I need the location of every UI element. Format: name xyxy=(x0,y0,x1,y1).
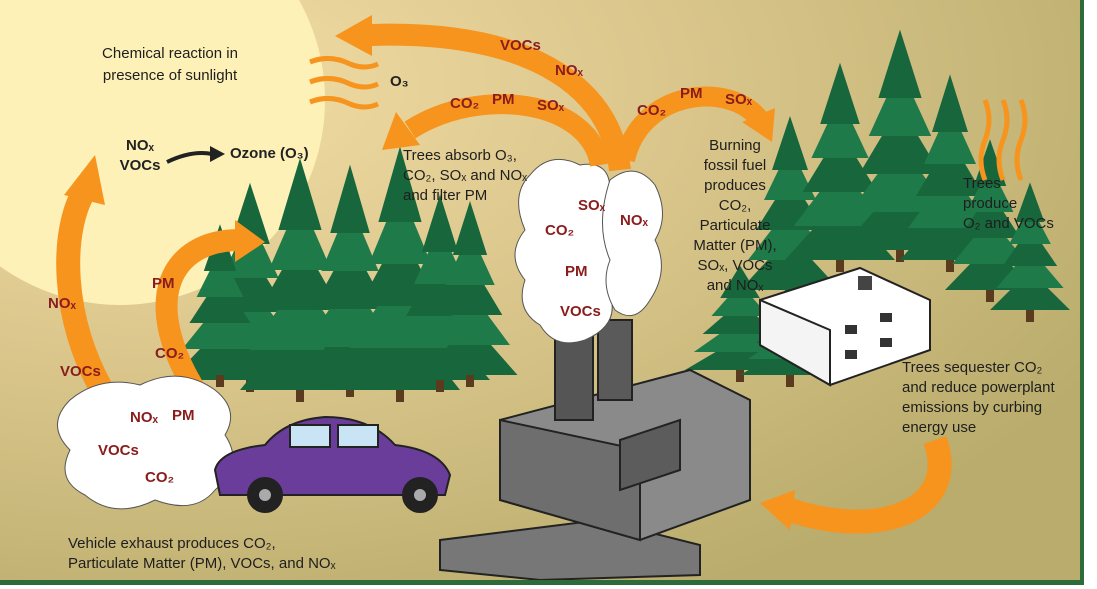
arrow-label: CO₂ xyxy=(450,95,479,112)
caption: emissions by curbing xyxy=(902,399,1042,416)
smoke-cloud xyxy=(603,171,663,316)
caption: and NOₓ xyxy=(707,277,764,294)
arrow-label: PM xyxy=(152,275,175,292)
caption: produce xyxy=(963,195,1017,212)
frame xyxy=(1080,0,1084,585)
caption: presence of sunlight xyxy=(103,67,238,84)
caption: energy use xyxy=(902,419,976,436)
reactant: NOₓ xyxy=(126,137,155,154)
arrow-label: SOₓ xyxy=(725,91,753,108)
caption: O₂ and VOCs xyxy=(963,215,1054,232)
ozone-label: O₃ xyxy=(390,73,409,90)
exhaust-label: VOCs xyxy=(98,442,139,459)
trunk xyxy=(216,373,224,387)
trunk xyxy=(786,373,794,387)
arrow-label: VOCs xyxy=(60,363,101,380)
smoke-label: VOCs xyxy=(560,303,601,320)
trunk xyxy=(296,388,304,402)
smoke-label: NOₓ xyxy=(620,212,649,229)
caption: CO₂, xyxy=(719,197,752,214)
arrow-label: CO₂ xyxy=(637,102,666,119)
smoke-label: SOₓ xyxy=(578,197,606,214)
exhaust-cloud xyxy=(58,376,234,509)
diagram: Chemical reaction in presence of sunligh… xyxy=(0,0,1097,589)
arrow-label: SOₓ xyxy=(537,97,565,114)
smoke-label: CO₂ xyxy=(545,222,574,239)
caption: Chemical reaction in xyxy=(102,45,238,62)
caption: Trees sequester CO₂ xyxy=(902,359,1042,376)
scene: Chemical reaction in presence of sunligh… xyxy=(0,0,1080,580)
caption: SOₓ, VOCs xyxy=(698,257,773,274)
caption: Vehicle exhaust produces CO₂, xyxy=(68,535,276,552)
caption: CO₂, SOₓ and NOₓ xyxy=(403,167,527,184)
product: Ozone (O₃) xyxy=(230,145,309,162)
caption: and filter PM xyxy=(403,187,487,204)
caption: Trees xyxy=(963,175,1001,192)
caption: Matter (PM), xyxy=(693,237,776,254)
arrow-label: NOₓ xyxy=(555,62,584,79)
reactant: VOCs xyxy=(120,157,161,174)
caption: and reduce powerplant xyxy=(902,379,1055,396)
arrow-label: PM xyxy=(492,91,515,108)
trunk xyxy=(466,373,474,387)
caption: Trees absorb O₃, xyxy=(403,147,517,164)
frame xyxy=(0,580,1084,585)
exhaust-label: CO₂ xyxy=(145,469,174,486)
smoke-label: PM xyxy=(565,263,588,280)
caption: Particulate xyxy=(700,217,771,234)
arrow-label: PM xyxy=(680,85,703,102)
trunk xyxy=(436,378,444,392)
caption: Particulate Matter (PM), VOCs, and NOₓ xyxy=(68,555,336,572)
exhaust-label: NOₓ xyxy=(130,409,159,426)
arrow-label: NOₓ xyxy=(48,295,77,312)
trunk xyxy=(836,258,844,272)
caption: fossil fuel xyxy=(704,157,767,174)
trunk xyxy=(1026,308,1034,322)
trunk xyxy=(396,388,404,402)
trunk xyxy=(946,258,954,272)
trunk xyxy=(986,288,994,302)
caption: Burning xyxy=(709,137,761,154)
exhaust-label: PM xyxy=(172,407,195,424)
arrow-label: CO₂ xyxy=(155,345,184,362)
caption: produces xyxy=(704,177,766,194)
arrow-label: VOCs xyxy=(500,37,541,54)
